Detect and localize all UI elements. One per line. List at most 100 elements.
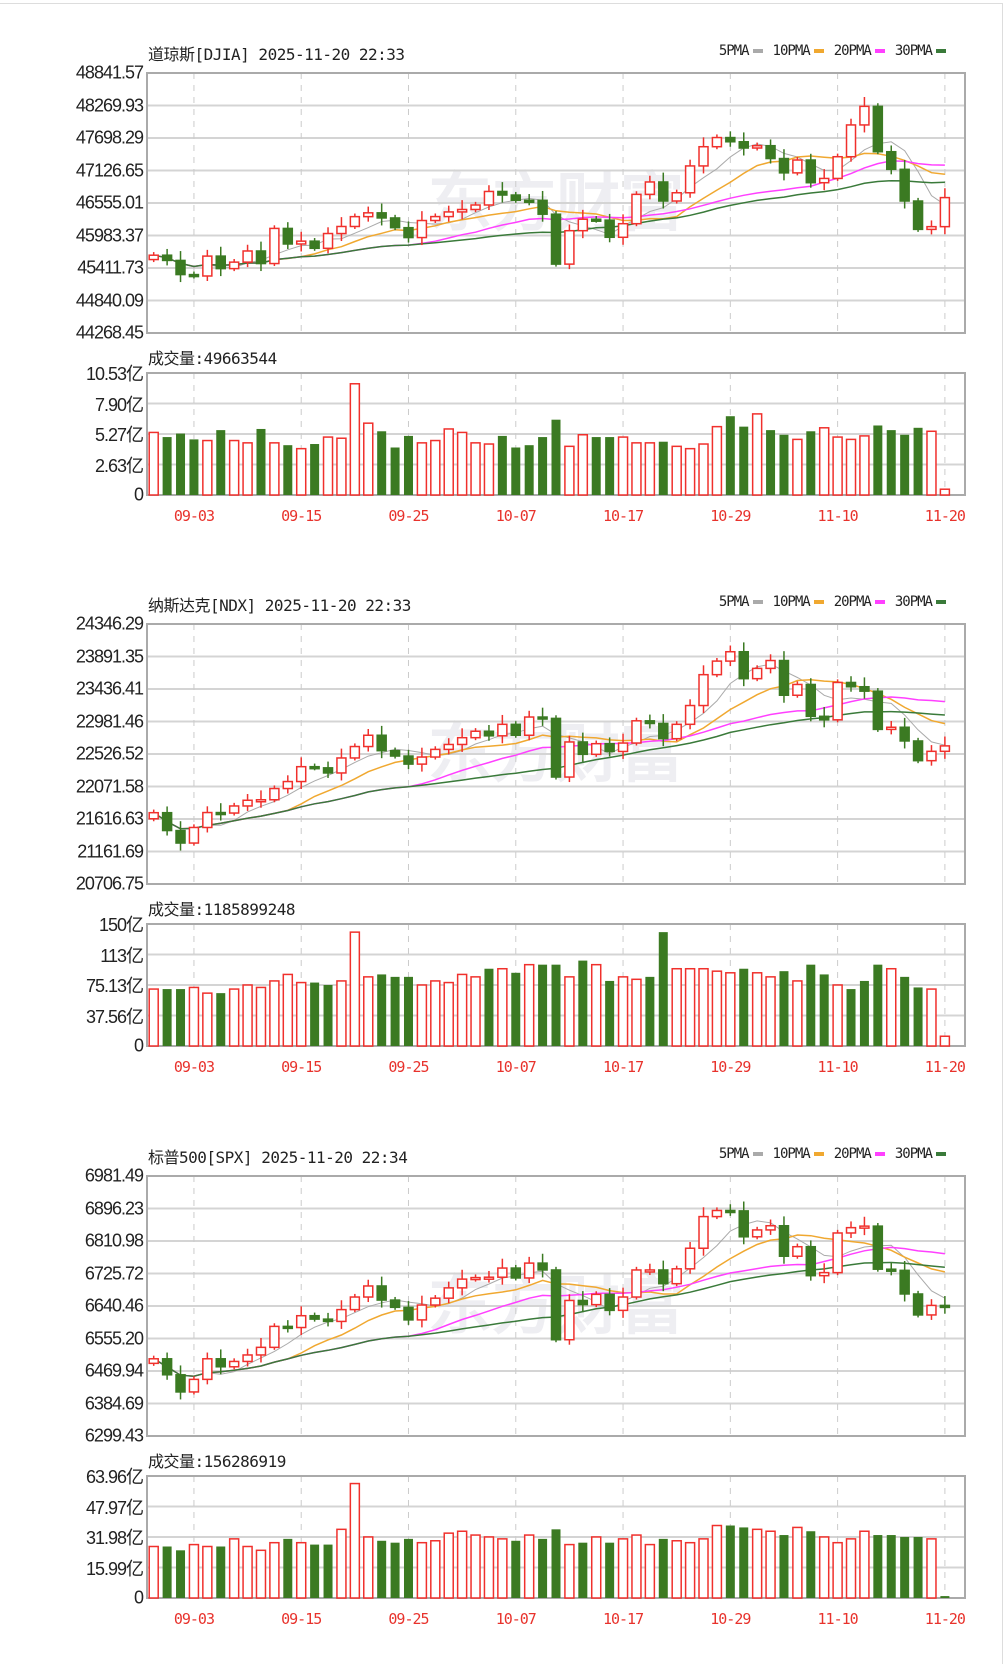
volume-tick-label: 63.96亿 <box>85 1467 144 1487</box>
volume-bar <box>913 987 923 1046</box>
candle-body <box>698 673 709 707</box>
candle-body <box>282 1325 294 1330</box>
price-tick-label: 45983.37 <box>75 225 144 245</box>
volume-bar <box>497 435 507 495</box>
candle-body <box>872 1225 884 1270</box>
volume-bar <box>188 1543 200 1599</box>
legend-swatch <box>936 49 946 53</box>
price-tick-label: 24346.29 <box>75 613 144 634</box>
volume-bar <box>658 932 668 1046</box>
volume-bar <box>671 1540 682 1599</box>
volume-bar <box>189 439 199 495</box>
candle-body <box>376 212 387 219</box>
candle-body <box>175 1374 186 1393</box>
volume-bar <box>671 967 682 1047</box>
candle-body <box>202 811 213 829</box>
volume-bar <box>806 1531 816 1598</box>
ma-legend: 5PMA 10PMA 20PMA 30PMA <box>719 594 946 610</box>
volume-bar <box>497 1538 508 1599</box>
candle-body <box>859 105 870 126</box>
volume-bar <box>310 444 320 495</box>
volume-bar <box>698 1538 709 1599</box>
candle-body <box>765 1224 776 1231</box>
date-tick-label: 09-03 <box>173 1058 215 1076</box>
volume-bar <box>684 447 696 496</box>
volume-bar <box>725 972 736 1047</box>
candle-body <box>792 159 803 174</box>
price-tick-label: 22981.46 <box>75 711 144 731</box>
candle-body <box>805 1245 817 1277</box>
chart-title: 纳斯达克[NDX] 2025-11-20 22:33 <box>148 596 411 615</box>
candle-body <box>778 157 790 174</box>
candle-body <box>282 227 294 245</box>
candle-body <box>658 1269 669 1285</box>
volume-tick-label: 0 <box>133 1587 144 1608</box>
volume-bar <box>403 435 413 495</box>
price-tick-label: 22526.52 <box>75 743 144 764</box>
legend-item-5pma: 5PMA <box>719 1146 763 1162</box>
volume-tick-label: 75.13亿 <box>85 976 144 996</box>
legend-swatch <box>813 600 824 604</box>
volume-tick-label: 113亿 <box>100 945 144 966</box>
legend-label: 5PMA <box>718 43 750 59</box>
volume-bar <box>886 430 896 495</box>
volume-bar <box>792 1526 803 1599</box>
date-tick-label: 10-29 <box>710 1610 751 1628</box>
candle-body <box>631 720 642 744</box>
legend-label: 5PMA <box>718 1146 750 1162</box>
volume-bar <box>430 439 441 496</box>
candle-body <box>336 1308 347 1323</box>
date-tick-label: 09-15 <box>281 1610 322 1628</box>
legend-item-10pma: 10PMA <box>773 594 824 610</box>
date-tick-label: 11-10 <box>817 1610 859 1628</box>
candle-body <box>228 1360 240 1368</box>
candle-body <box>631 193 642 225</box>
chart-title: 道琼斯[DJIA] 2025-11-20 22:33 <box>148 45 405 64</box>
candle-body <box>926 225 937 231</box>
candle-body <box>188 273 200 278</box>
volume-bar <box>310 982 320 1046</box>
volume-bar <box>551 964 561 1046</box>
candle-body <box>550 717 562 778</box>
volume-bar <box>470 442 481 496</box>
volume-bar <box>148 1545 159 1599</box>
date-tick-label: 10-07 <box>495 1610 537 1628</box>
volume-bar <box>269 442 280 496</box>
ma-legend: 5PMA 10PMA 20PMA 30PMA <box>719 43 946 59</box>
volume-bar <box>818 1536 830 1599</box>
price-volume-chart: 东方财富 <box>146 72 966 496</box>
candle-body <box>818 177 830 184</box>
volume-bar <box>349 1482 361 1599</box>
volume-bar <box>162 989 172 1046</box>
candle-body <box>698 1215 709 1249</box>
volume-bar <box>617 976 629 1047</box>
legend-item-30pma: 30PMA <box>895 43 946 59</box>
volume-bar <box>751 413 763 496</box>
candle-body <box>564 1299 575 1341</box>
volume-bar <box>349 383 361 496</box>
volume-bar <box>377 431 387 495</box>
candle-body <box>470 204 481 211</box>
volume-bar <box>363 1536 374 1599</box>
candle-body <box>443 1287 454 1299</box>
price-tick-label: 22071.58 <box>75 776 144 796</box>
volume-bar <box>483 1536 495 1599</box>
date-tick-label: 09-03 <box>173 507 215 525</box>
price-tick-label: 6299.43 <box>84 1425 144 1446</box>
volume-bar <box>900 434 910 495</box>
volume-bar <box>538 964 548 1046</box>
volume-bar <box>283 1538 293 1598</box>
candle-body <box>497 190 508 196</box>
candle-body <box>658 181 669 202</box>
volume-bar <box>282 973 294 1047</box>
candle-body <box>658 722 669 740</box>
price-plot-border <box>146 623 966 885</box>
candle-body <box>161 1358 173 1376</box>
legend-label: 10PMA <box>772 1146 811 1162</box>
volume-bar <box>900 976 910 1046</box>
candle-body <box>148 811 159 820</box>
candle-body <box>443 211 454 218</box>
candle-body <box>751 144 763 149</box>
volume-bar <box>188 986 200 1047</box>
candle-body <box>161 254 173 262</box>
